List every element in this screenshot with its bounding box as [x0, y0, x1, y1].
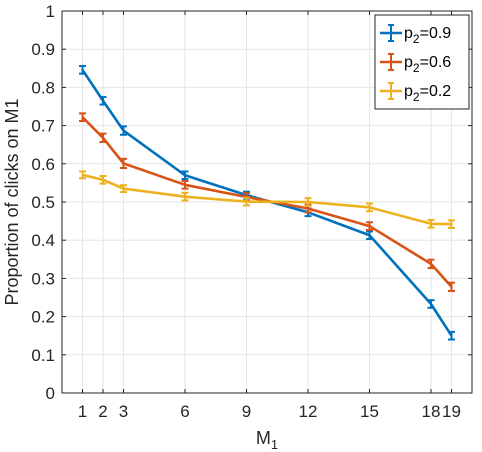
- y-tick-label: 0.2: [31, 308, 55, 327]
- x-tick-label: 15: [360, 402, 379, 421]
- y-tick-label: 0.9: [31, 40, 55, 59]
- x-tick-label: 19: [442, 402, 461, 421]
- y-axis-label: Proportion of clicks on M1: [2, 98, 22, 305]
- data-point: [120, 125, 127, 136]
- x-tick-label: 18: [422, 402, 441, 421]
- y-tick-label: 0.5: [31, 193, 55, 212]
- x-tick-label: 1: [78, 402, 87, 421]
- data-point: [181, 179, 189, 190]
- legend-label-base: p: [404, 83, 413, 100]
- legend-label-subscript: 2: [413, 90, 420, 104]
- x-axis-label-subscript: 1: [271, 437, 278, 452]
- y-tick-label: 0.6: [31, 155, 55, 174]
- legend-label-value: =0.2: [420, 83, 452, 100]
- data-point: [366, 221, 373, 231]
- data-point: [120, 184, 127, 194]
- data-point: [366, 230, 373, 241]
- x-tick-label: 9: [242, 402, 251, 421]
- series-2: [79, 170, 455, 229]
- x-axis-label-base: M: [256, 428, 271, 448]
- data-point: [427, 258, 435, 270]
- y-tick-label: 0.8: [31, 78, 55, 97]
- data-point: [79, 65, 86, 75]
- y-tick-label: 0.3: [31, 269, 55, 288]
- grid-lines: [62, 10, 472, 394]
- data-point: [304, 197, 312, 207]
- data-point: [243, 196, 250, 207]
- data-point: [99, 95, 107, 106]
- legend-label-value: =0.6: [420, 54, 452, 71]
- legend-item: p2=0.2: [380, 82, 451, 104]
- data-point: [366, 202, 373, 213]
- data-point: [181, 170, 189, 181]
- y-tick-label: 0.4: [31, 231, 55, 250]
- legend-item: p2=0.6: [380, 53, 451, 75]
- legend-label-base: p: [404, 25, 413, 42]
- data-point: [427, 218, 435, 229]
- legend-label: p2=0.9: [404, 25, 451, 46]
- legend: p2=0.9p2=0.6p2=0.2: [374, 14, 470, 110]
- legend-label-subscript: 2: [413, 32, 420, 46]
- legend-label-subscript: 2: [413, 61, 420, 75]
- axis-ticks: 1 2 3 6 9 12 15 18 1900.10.20.30.40.50.60.70.80.…: [31, 2, 472, 421]
- data-point: [99, 175, 107, 185]
- legend-label: p2=0.2: [404, 83, 451, 104]
- data-point: [181, 191, 189, 202]
- data-point: [448, 281, 455, 293]
- x-tick-label: 3: [119, 402, 128, 421]
- data-point: [448, 330, 455, 341]
- legend-label-value: =0.9: [420, 25, 452, 42]
- data-point: [79, 170, 86, 180]
- legend-label: p2=0.6: [404, 54, 451, 75]
- y-tick-label: 0.1: [31, 346, 55, 365]
- x-tick-label: 12: [299, 402, 318, 421]
- y-tick-label: 0: [46, 384, 55, 403]
- x-tick-label: 6: [180, 402, 189, 421]
- legend-item: p2=0.9: [380, 24, 451, 46]
- plot-series: [79, 65, 455, 341]
- data-point: [120, 157, 127, 170]
- data-point: [427, 299, 435, 309]
- y-tick-label: 0.7: [31, 117, 55, 136]
- x-tick-label: 2: [98, 402, 107, 421]
- y-tick-label: 1: [46, 2, 55, 21]
- data-point: [99, 132, 107, 144]
- data-point: [79, 112, 86, 123]
- data-point: [448, 219, 455, 229]
- x-axis-label: M1: [256, 428, 278, 452]
- legend-label-base: p: [404, 54, 413, 71]
